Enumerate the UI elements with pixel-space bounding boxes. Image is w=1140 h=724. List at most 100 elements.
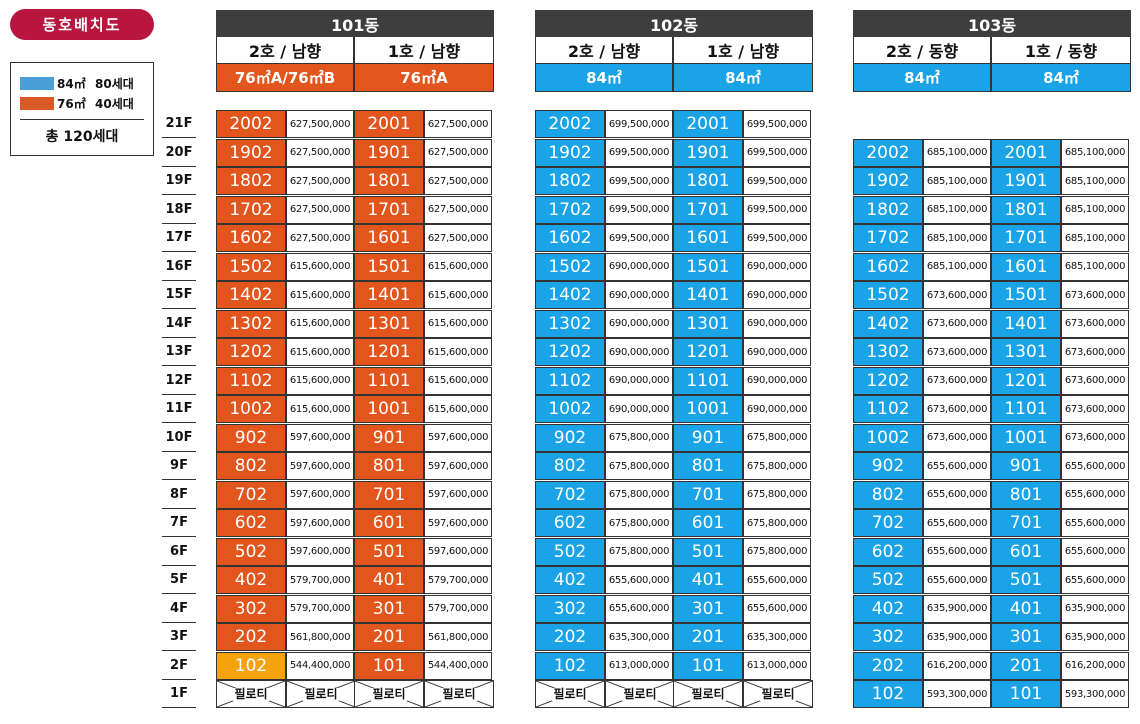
room-number-cell[interactable]: 901	[991, 452, 1061, 480]
room-number-cell[interactable]: 601	[991, 537, 1061, 566]
room-number-cell[interactable]: 1202	[535, 338, 605, 366]
room-number-cell[interactable]: 1502	[535, 252, 605, 281]
room-number-cell[interactable]: 1502	[216, 252, 286, 281]
room-number-cell[interactable]: 602	[535, 509, 605, 537]
room-number-cell[interactable]: 802	[853, 480, 923, 509]
room-number-cell[interactable]: 401	[354, 566, 424, 594]
room-number-cell[interactable]: 1501	[354, 252, 424, 281]
room-number-cell[interactable]: 1402	[535, 281, 605, 309]
room-number-cell[interactable]: 1001	[673, 395, 743, 423]
room-number-cell[interactable]: 1101	[991, 395, 1061, 423]
room-number-cell[interactable]: 1102	[216, 366, 286, 395]
room-number-cell[interactable]: 1601	[991, 252, 1061, 281]
room-number-cell[interactable]: 1901	[354, 138, 424, 167]
room-number-cell[interactable]: 2002	[853, 138, 923, 167]
room-number-cell[interactable]: 1002	[216, 395, 286, 423]
room-number-cell[interactable]: 102	[216, 651, 286, 680]
room-number-cell[interactable]: 401	[991, 594, 1061, 623]
room-number-cell[interactable]: 1302	[535, 309, 605, 338]
room-number-cell[interactable]: 1301	[354, 309, 424, 338]
room-number-cell[interactable]: 1002	[535, 395, 605, 423]
room-number-cell[interactable]: 902	[535, 423, 605, 452]
room-number-cell[interactable]: 701	[991, 509, 1061, 537]
room-number-cell[interactable]: 1402	[216, 281, 286, 309]
room-number-cell[interactable]: 1601	[354, 224, 424, 252]
room-number-cell[interactable]: 1002	[853, 423, 923, 452]
room-number-cell[interactable]: 101	[673, 651, 743, 680]
room-number-cell[interactable]: 302	[535, 594, 605, 623]
room-number-cell[interactable]: 1402	[853, 309, 923, 338]
room-number-cell[interactable]: 301	[354, 594, 424, 623]
room-number-cell[interactable]: 601	[354, 509, 424, 537]
room-number-cell[interactable]: 1901	[991, 167, 1061, 195]
room-number-cell[interactable]: 302	[216, 594, 286, 623]
room-number-cell[interactable]: 1501	[991, 281, 1061, 309]
room-number-cell[interactable]: 802	[216, 452, 286, 480]
room-number-cell[interactable]: 1102	[853, 395, 923, 423]
room-number-cell[interactable]: 901	[354, 423, 424, 452]
room-number-cell[interactable]: 2002	[535, 110, 605, 138]
room-number-cell[interactable]: 1602	[216, 224, 286, 252]
room-number-cell[interactable]: 1201	[673, 338, 743, 366]
room-number-cell[interactable]: 1702	[853, 224, 923, 252]
room-number-cell[interactable]: 902	[853, 452, 923, 480]
room-number-cell[interactable]: 201	[991, 651, 1061, 680]
room-number-cell[interactable]: 2001	[673, 110, 743, 138]
room-number-cell[interactable]: 1301	[991, 338, 1061, 366]
room-number-cell[interactable]: 702	[853, 509, 923, 537]
room-number-cell[interactable]: 201	[673, 623, 743, 651]
room-number-cell[interactable]: 1301	[673, 309, 743, 338]
room-number-cell[interactable]: 1102	[535, 366, 605, 395]
room-number-cell[interactable]: 1701	[673, 195, 743, 224]
room-number-cell[interactable]: 602	[853, 537, 923, 566]
room-number-cell[interactable]: 1902	[853, 167, 923, 195]
room-number-cell[interactable]: 202	[853, 651, 923, 680]
room-number-cell[interactable]: 1802	[853, 195, 923, 224]
room-number-cell[interactable]: 1101	[673, 366, 743, 395]
room-number-cell[interactable]: 701	[673, 480, 743, 509]
room-number-cell[interactable]: 801	[991, 480, 1061, 509]
room-number-cell[interactable]: 402	[216, 566, 286, 594]
room-number-cell[interactable]: 1202	[216, 338, 286, 366]
room-number-cell[interactable]: 102	[853, 680, 923, 708]
room-number-cell[interactable]: 1302	[853, 338, 923, 366]
room-number-cell[interactable]: 1201	[354, 338, 424, 366]
room-number-cell[interactable]: 201	[354, 623, 424, 651]
room-number-cell[interactable]: 202	[535, 623, 605, 651]
room-number-cell[interactable]: 302	[853, 623, 923, 651]
room-number-cell[interactable]: 1701	[991, 224, 1061, 252]
room-number-cell[interactable]: 1101	[354, 366, 424, 395]
room-number-cell[interactable]: 101	[354, 651, 424, 680]
room-number-cell[interactable]: 1602	[535, 224, 605, 252]
room-number-cell[interactable]: 702	[216, 480, 286, 509]
room-number-cell[interactable]: 1702	[535, 195, 605, 224]
room-number-cell[interactable]: 1801	[991, 195, 1061, 224]
room-number-cell[interactable]: 1601	[673, 224, 743, 252]
room-number-cell[interactable]: 1501	[673, 252, 743, 281]
room-number-cell[interactable]: 501	[354, 537, 424, 566]
room-number-cell[interactable]: 102	[535, 651, 605, 680]
room-number-cell[interactable]: 1502	[853, 281, 923, 309]
room-number-cell[interactable]: 101	[991, 680, 1061, 708]
room-number-cell[interactable]: 1701	[354, 195, 424, 224]
room-number-cell[interactable]: 402	[853, 594, 923, 623]
room-number-cell[interactable]: 1702	[216, 195, 286, 224]
room-number-cell[interactable]: 202	[216, 623, 286, 651]
room-number-cell[interactable]: 301	[673, 594, 743, 623]
room-number-cell[interactable]: 601	[673, 509, 743, 537]
room-number-cell[interactable]: 701	[354, 480, 424, 509]
room-number-cell[interactable]: 901	[673, 423, 743, 452]
room-number-cell[interactable]: 1401	[354, 281, 424, 309]
room-number-cell[interactable]: 1901	[673, 138, 743, 167]
room-number-cell[interactable]: 1902	[535, 138, 605, 167]
room-number-cell[interactable]: 1302	[216, 309, 286, 338]
room-number-cell[interactable]: 2002	[216, 110, 286, 138]
room-number-cell[interactable]: 1001	[354, 395, 424, 423]
room-number-cell[interactable]: 402	[535, 566, 605, 594]
room-number-cell[interactable]: 902	[216, 423, 286, 452]
room-number-cell[interactable]: 1802	[216, 167, 286, 195]
room-number-cell[interactable]: 1401	[991, 309, 1061, 338]
room-number-cell[interactable]: 2001	[354, 110, 424, 138]
room-number-cell[interactable]: 401	[673, 566, 743, 594]
room-number-cell[interactable]: 2001	[991, 138, 1061, 167]
